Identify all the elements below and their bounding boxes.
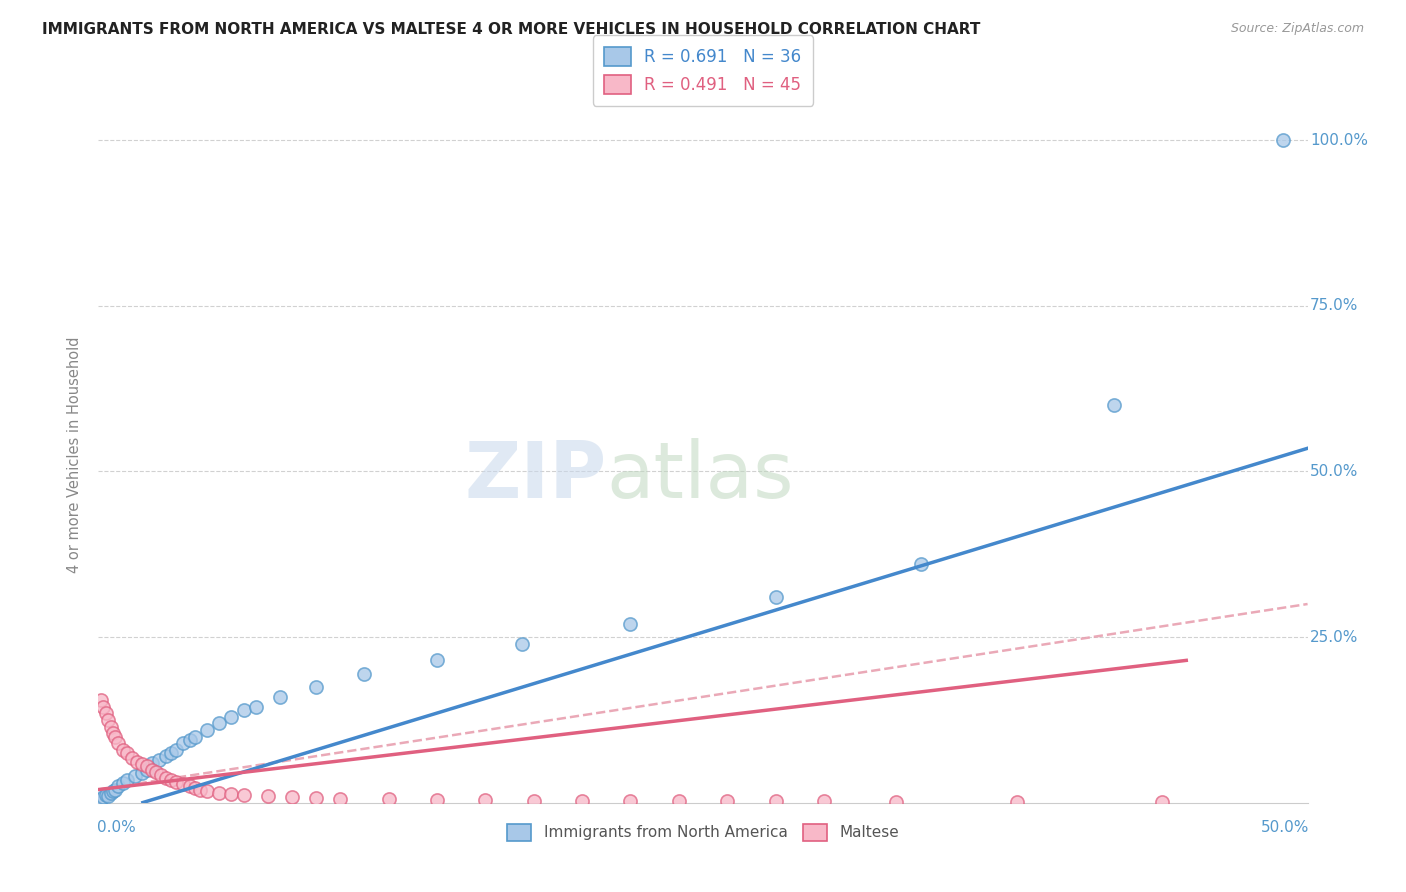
Point	[510, 637, 533, 651]
Text: 50.0%: 50.0%	[1260, 821, 1309, 835]
Point	[426, 653, 449, 667]
Point	[97, 713, 120, 727]
Point	[160, 746, 183, 760]
Point	[172, 777, 194, 791]
Point	[232, 788, 254, 802]
Text: 100.0%: 100.0%	[1310, 133, 1368, 148]
Point	[145, 765, 167, 780]
Point	[94, 706, 117, 721]
Point	[104, 782, 127, 797]
Point	[245, 699, 267, 714]
Point	[117, 772, 139, 787]
Point	[150, 768, 173, 782]
Point	[281, 790, 304, 805]
Point	[1152, 795, 1174, 809]
Point	[221, 709, 243, 723]
Point	[208, 786, 231, 800]
Point	[813, 795, 835, 809]
Point	[121, 750, 143, 764]
Point	[1272, 133, 1295, 147]
Point	[90, 693, 112, 707]
Text: Source: ZipAtlas.com: Source: ZipAtlas.com	[1230, 22, 1364, 36]
Point	[97, 789, 120, 804]
Point	[353, 666, 375, 681]
Point	[141, 763, 163, 777]
Point	[269, 690, 291, 704]
Point	[104, 730, 127, 744]
Point	[221, 787, 243, 801]
Point	[172, 736, 194, 750]
Point	[165, 774, 187, 789]
Point	[107, 779, 129, 793]
Point	[619, 794, 641, 808]
Point	[91, 699, 114, 714]
Text: IMMIGRANTS FROM NORTH AMERICA VS MALTESE 4 OR MORE VEHICLES IN HOUSEHOLD CORRELA: IMMIGRANTS FROM NORTH AMERICA VS MALTESE…	[42, 22, 980, 37]
Point	[765, 795, 787, 809]
Point	[329, 792, 352, 806]
Point	[141, 756, 163, 770]
Point	[305, 680, 328, 694]
Point	[1102, 398, 1125, 412]
Point	[127, 755, 149, 769]
Point	[305, 791, 328, 805]
Point	[474, 793, 496, 807]
Point	[165, 743, 187, 757]
Point	[148, 753, 170, 767]
Point	[377, 792, 399, 806]
Point	[256, 789, 278, 804]
Point	[135, 759, 157, 773]
Point	[131, 766, 153, 780]
Point	[160, 772, 183, 787]
Point	[111, 776, 134, 790]
Point	[195, 784, 218, 798]
Point	[179, 779, 201, 793]
Point	[100, 720, 122, 734]
Point	[886, 795, 908, 809]
Point	[111, 743, 134, 757]
Point	[184, 730, 207, 744]
Text: atlas: atlas	[606, 438, 794, 514]
Text: 50.0%: 50.0%	[1310, 464, 1358, 479]
Point	[1007, 795, 1029, 809]
Point	[100, 786, 122, 800]
Point	[571, 794, 593, 808]
Point	[208, 716, 231, 731]
Point	[124, 769, 146, 783]
Point	[716, 795, 738, 809]
Text: ZIP: ZIP	[464, 438, 606, 514]
Point	[101, 726, 124, 740]
Point	[155, 749, 177, 764]
Point	[179, 732, 201, 747]
Point	[619, 616, 641, 631]
Point	[94, 788, 117, 802]
Legend: Immigrants from North America, Maltese: Immigrants from North America, Maltese	[501, 817, 905, 847]
Point	[765, 591, 787, 605]
Point	[117, 746, 139, 760]
Point	[910, 558, 932, 572]
Point	[135, 763, 157, 777]
Point	[91, 790, 114, 805]
Point	[131, 757, 153, 772]
Point	[232, 703, 254, 717]
Point	[107, 736, 129, 750]
Point	[155, 771, 177, 785]
Text: 0.0%: 0.0%	[97, 821, 136, 835]
Y-axis label: 4 or more Vehicles in Household: 4 or more Vehicles in Household	[67, 336, 83, 574]
Point	[523, 794, 546, 808]
Point	[195, 723, 218, 737]
Text: 25.0%: 25.0%	[1310, 630, 1358, 645]
Point	[668, 795, 690, 809]
Point	[90, 792, 112, 806]
Text: 75.0%: 75.0%	[1310, 298, 1358, 313]
Point	[188, 782, 211, 797]
Point	[426, 793, 449, 807]
Point	[184, 781, 207, 796]
Point	[101, 784, 124, 798]
